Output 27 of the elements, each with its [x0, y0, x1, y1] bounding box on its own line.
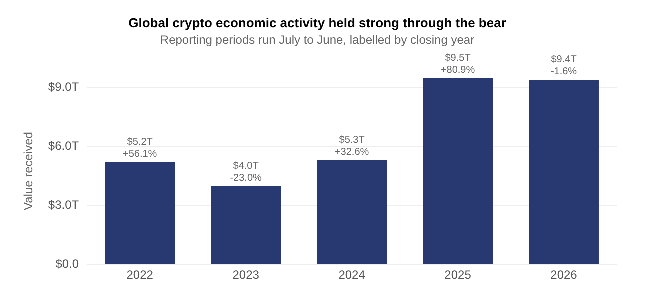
- bar: [317, 160, 388, 264]
- x-tick-label: 2026: [550, 268, 578, 282]
- data-label: $9.5T: [445, 52, 471, 64]
- annotation: +80.9%: [440, 64, 476, 76]
- bar: [211, 186, 282, 264]
- data-label: $9.4T: [551, 54, 577, 66]
- annotation: +32.6%: [334, 147, 370, 158]
- data-label: $5.3T: [339, 135, 365, 146]
- x-tick-label: 2024: [338, 268, 366, 282]
- annotation: -23.0%: [230, 172, 262, 184]
- y-axis-title: Value received: [22, 132, 36, 211]
- bar: [105, 162, 176, 264]
- annotation: +56.1%: [122, 149, 158, 160]
- bar: [423, 78, 493, 264]
- data-label: $5.2T: [127, 137, 153, 148]
- x-tick-label: 2022: [126, 268, 154, 282]
- y-tick-label: $3.0T: [48, 198, 80, 212]
- y-tick-label: $0.0: [56, 256, 80, 271]
- chart-title: Global crypto economic activity held strong through the bear: [128, 15, 506, 30]
- y-tick-label: $9.0T: [48, 80, 80, 94]
- x-tick-label: 2023: [232, 268, 260, 282]
- annotation: -1.6%: [550, 66, 578, 78]
- x-tick-label: 2025: [444, 268, 472, 282]
- y-tick-label: $6.0T: [48, 139, 80, 154]
- chart-subtitle: Reporting periods run July to June, labelled by closing year: [160, 33, 475, 48]
- bar: [529, 80, 599, 264]
- data-label: $4.0T: [233, 160, 259, 172]
